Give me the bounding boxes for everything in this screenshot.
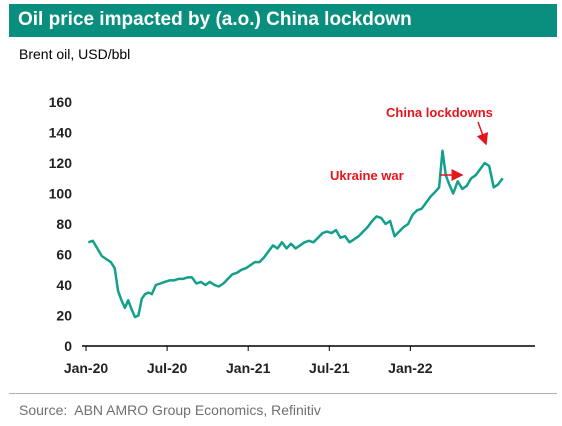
y-tick-label: 100: [49, 186, 73, 202]
annotation-ukraine-war: Ukraine war: [330, 168, 404, 183]
annotation-china-lockdowns: China lockdowns: [386, 105, 493, 120]
arrow-china-lockdowns: [476, 121, 489, 146]
chart-title: Oil price impacted by (a.o.) China lockd…: [18, 9, 412, 30]
y-tick-label: 20: [56, 308, 72, 324]
y-tick-label: 120: [49, 155, 73, 171]
brent-price-line: [87, 149, 504, 319]
chart-subtitle: Brent oil, USD/bbl: [19, 46, 131, 62]
y-tick-label: 140: [49, 125, 73, 141]
title-bar: Oil price impacted by (a.o.) China lockd…: [9, 4, 557, 37]
y-tick-label: 160: [49, 94, 73, 110]
footer-divider: [9, 393, 557, 394]
source-note: Source: ABN AMRO Group Economics, Refini…: [19, 402, 321, 418]
x-tick-label: Jul-20: [147, 360, 188, 376]
x-tick-label: Jan-21: [226, 360, 271, 376]
x-tick-label: Jul-21: [309, 360, 350, 376]
y-tick-label: 60: [56, 247, 72, 263]
y-tick-label: 80: [56, 216, 72, 232]
x-tick-label: Jan-22: [388, 360, 433, 376]
y-tick-label: 40: [56, 277, 72, 293]
y-tick-label: 0: [64, 338, 72, 354]
x-tick-label: Jan-20: [64, 360, 109, 376]
